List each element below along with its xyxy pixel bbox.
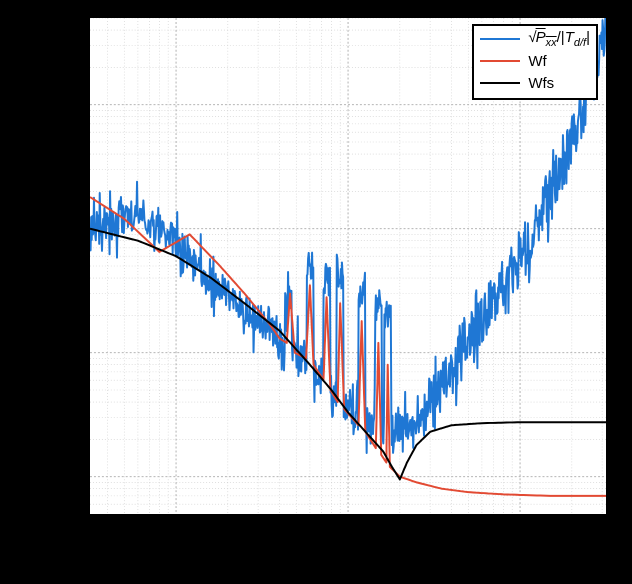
legend-item: Pxx/|Td/f| <box>480 28 590 50</box>
y-tick-label: 10-8 <box>22 219 82 236</box>
x-tick-label: 101 <box>328 522 368 539</box>
legend: Pxx/|Td/f| Wf Wfs <box>472 24 598 100</box>
legend-item: Wfs <box>480 72 590 94</box>
legend-label: Wfs <box>528 75 554 92</box>
y-tick-label: 10-9 <box>22 344 82 361</box>
x-axis-label: Frequency [Hz] <box>268 546 428 567</box>
legend-swatch <box>480 60 520 63</box>
y-tick-label: 10-10 <box>22 469 82 486</box>
legend-swatch <box>480 82 520 85</box>
y-tick-label: 10-7 <box>22 94 82 111</box>
chart-root: { "chart": { "type": "line", "background… <box>0 0 632 584</box>
legend-swatch <box>480 38 520 41</box>
x-tick-label: 102 <box>501 522 541 539</box>
plot-area: Pxx/|Td/f| Wf Wfs <box>88 16 608 516</box>
legend-item: Wf <box>480 50 590 72</box>
legend-label: Pxx/|Td/f| <box>528 29 590 49</box>
legend-label: Wf <box>528 53 546 70</box>
x-tick-label: 100 <box>155 522 195 539</box>
